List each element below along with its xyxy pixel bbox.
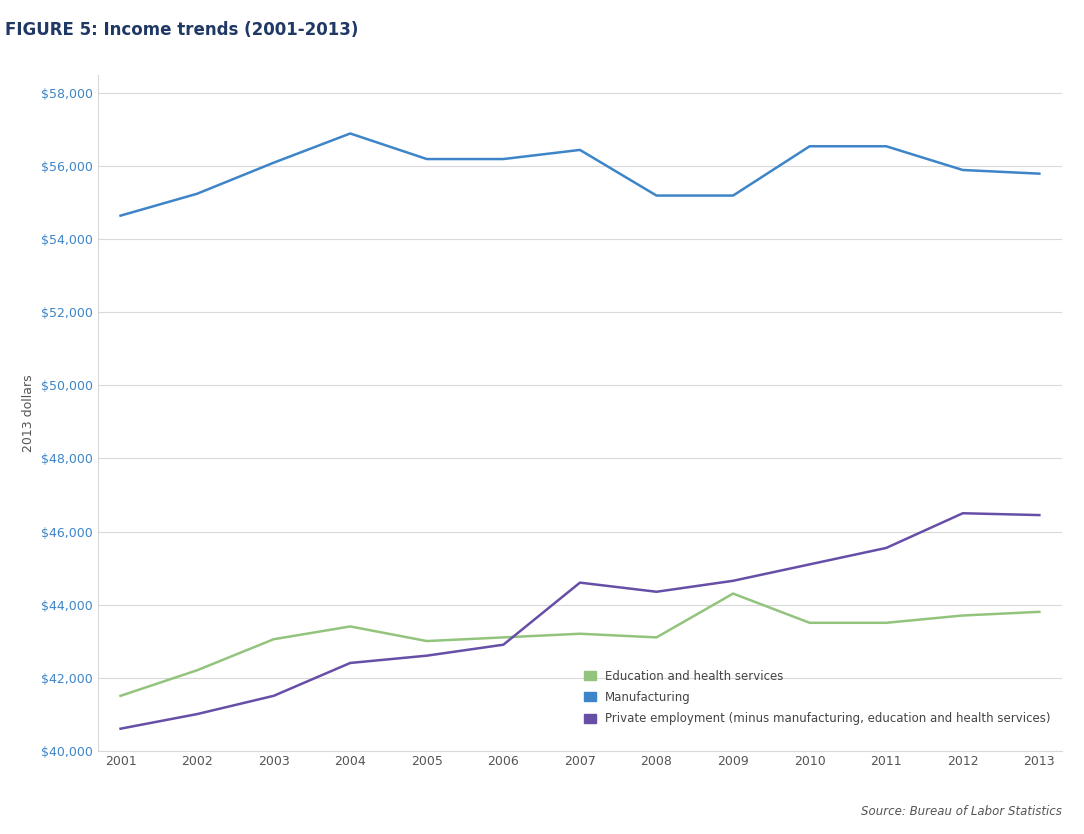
Legend: Education and health services, Manufacturing, Private employment (minus manufact: Education and health services, Manufactu… (578, 664, 1057, 731)
Text: Source: Bureau of Labor Statistics: Source: Bureau of Labor Statistics (862, 805, 1062, 817)
Y-axis label: 2013 dollars: 2013 dollars (22, 374, 35, 452)
Text: FIGURE 5: Income trends (2001-2013): FIGURE 5: Income trends (2001-2013) (5, 21, 359, 39)
